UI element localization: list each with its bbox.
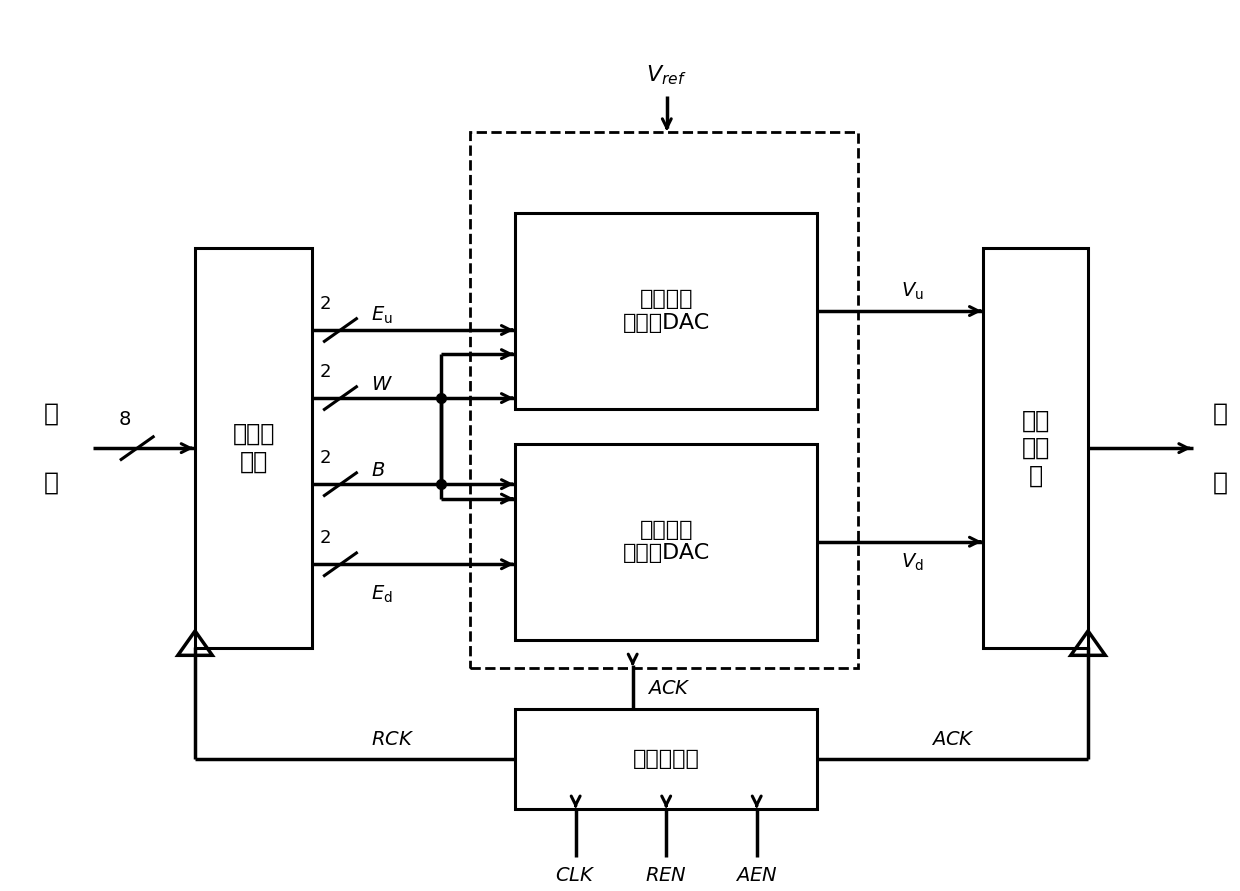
Text: 第二电阵
分压型DAC: 第二电阵 分压型DAC xyxy=(622,520,709,563)
Text: $B$: $B$ xyxy=(371,461,386,480)
Text: $CLK$: $CLK$ xyxy=(556,866,596,885)
Bar xyxy=(195,248,312,649)
Text: $V_{ref}$: $V_{ref}$ xyxy=(646,63,687,86)
Text: 励: 励 xyxy=(43,471,58,495)
Text: 2: 2 xyxy=(320,363,331,380)
Bar xyxy=(470,132,858,667)
Text: $AEN$: $AEN$ xyxy=(735,866,777,885)
Text: 2: 2 xyxy=(320,295,331,313)
Text: 激: 激 xyxy=(43,401,58,425)
Text: 响: 响 xyxy=(1213,401,1228,425)
Text: 应: 应 xyxy=(1213,471,1228,495)
Text: $W$: $W$ xyxy=(371,375,393,394)
Text: $ACK$: $ACK$ xyxy=(930,730,975,749)
Text: 8: 8 xyxy=(119,410,131,429)
Text: $V_{\rm d}$: $V_{\rm d}$ xyxy=(901,552,924,574)
Text: 第一电阵
分压型DAC: 第一电阵 分压型DAC xyxy=(622,290,709,332)
Text: $E_{\rm d}$: $E_{\rm d}$ xyxy=(371,584,393,605)
Text: 2: 2 xyxy=(320,529,331,547)
Text: 时序控制器: 时序控制器 xyxy=(632,749,699,769)
Text: 输入寄
存器: 输入寄 存器 xyxy=(232,422,275,474)
Text: $REN$: $REN$ xyxy=(645,866,687,885)
Bar xyxy=(983,248,1087,649)
Text: 电压
比较
器: 电压 比较 器 xyxy=(1022,408,1050,488)
Text: 2: 2 xyxy=(320,449,331,467)
Text: $V_{\rm u}$: $V_{\rm u}$ xyxy=(901,281,924,302)
Text: $ACK$: $ACK$ xyxy=(647,679,692,698)
Text: $E_{\rm u}$: $E_{\rm u}$ xyxy=(371,305,393,325)
Bar xyxy=(516,444,817,640)
Text: $RCK$: $RCK$ xyxy=(371,730,414,749)
Bar xyxy=(516,709,817,809)
Bar xyxy=(516,213,817,409)
